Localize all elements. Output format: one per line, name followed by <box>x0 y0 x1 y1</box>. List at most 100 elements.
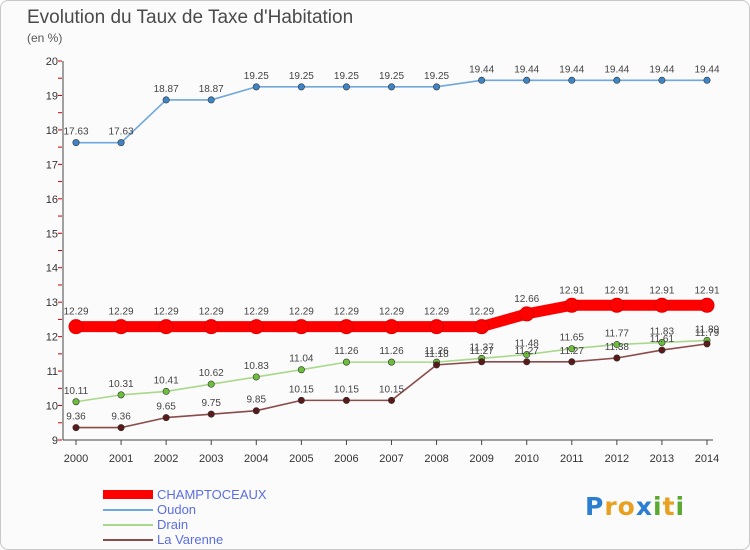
data-point-oudon <box>658 76 666 84</box>
data-label-drain: 10.62 <box>199 368 224 379</box>
data-point-oudon <box>387 83 395 91</box>
data-point-la-varenne <box>433 361 441 369</box>
data-point-champtoceaux <box>203 319 219 335</box>
proxiti-logo: Proxiti <box>585 492 686 521</box>
data-point-la-varenne <box>613 354 621 362</box>
data-point-la-varenne <box>568 358 576 366</box>
data-point-la-varenne <box>658 346 666 354</box>
y-tick-label: 18 <box>46 125 58 137</box>
data-point-champtoceaux <box>564 297 580 313</box>
data-label-la-varenne: 11.27 <box>469 346 494 357</box>
legend-item-oudon: Oudon <box>103 502 267 517</box>
data-point-champtoceaux <box>699 297 715 313</box>
y-tick-label: 20 <box>46 56 58 68</box>
x-tick-label: 2010 <box>514 453 538 465</box>
data-label-la-varenne: 11.18 <box>424 349 449 360</box>
data-label-oudon: 19.25 <box>289 71 314 82</box>
y-tick-label: 9 <box>52 435 58 447</box>
x-tick-label: 2008 <box>424 453 448 465</box>
legend-item-drain: Drain <box>103 517 267 532</box>
data-point-oudon <box>207 96 215 104</box>
data-point-drain <box>342 358 350 366</box>
data-label-champtoceaux: 12.29 <box>154 307 179 318</box>
y-tick-label: 10 <box>46 401 58 413</box>
data-label-oudon: 19.44 <box>604 64 629 75</box>
data-point-oudon <box>478 76 486 84</box>
y-tick-label: 17 <box>46 159 58 171</box>
data-point-drain <box>387 358 395 366</box>
data-label-champtoceaux: 12.29 <box>334 307 359 318</box>
data-point-champtoceaux <box>609 297 625 313</box>
data-point-oudon <box>342 83 350 91</box>
data-point-champtoceaux <box>68 319 84 335</box>
x-tick-label: 2007 <box>379 453 403 465</box>
data-label-oudon: 18.87 <box>199 84 224 95</box>
data-label-champtoceaux: 12.29 <box>199 307 224 318</box>
data-point-oudon <box>297 83 305 91</box>
data-point-drain <box>207 380 215 388</box>
data-label-la-varenne: 9.75 <box>201 398 221 409</box>
y-tick-label: 15 <box>46 228 58 240</box>
data-label-drain: 11.48 <box>515 339 540 350</box>
data-label-drain: 11.37 <box>469 342 494 353</box>
data-label-drain: 10.11 <box>64 386 89 397</box>
data-label-drain: 11.26 <box>334 346 359 357</box>
data-point-la-varenne <box>387 396 395 404</box>
data-label-la-varenne: 9.36 <box>66 412 86 423</box>
data-point-drain <box>117 391 125 399</box>
data-label-champtoceaux: 12.66 <box>514 294 539 305</box>
legend: CHAMPTOCEAUX Oudon Drain La Varenne <box>103 487 267 547</box>
data-label-champtoceaux: 12.91 <box>559 285 584 296</box>
data-label-champtoceaux: 12.91 <box>649 285 674 296</box>
data-label-champtoceaux: 12.29 <box>63 307 88 318</box>
data-label-oudon: 17.63 <box>63 127 88 138</box>
y-tick-label: 16 <box>46 194 58 206</box>
data-point-oudon <box>117 139 125 147</box>
x-tick-label: 2001 <box>109 453 133 465</box>
legend-label: Oudon <box>157 502 197 517</box>
legend-swatch <box>103 490 153 499</box>
data-point-oudon <box>72 139 80 147</box>
data-point-champtoceaux <box>338 319 354 335</box>
data-label-oudon: 18.87 <box>154 84 179 95</box>
chart-title: Evolution du Taux de Taxe d'Habitation <box>27 7 354 28</box>
legend-swatch <box>103 508 153 511</box>
data-label-la-varenne: 10.15 <box>289 384 314 395</box>
data-label-la-varenne: 10.15 <box>379 384 404 395</box>
data-point-la-varenne <box>478 358 486 366</box>
data-label-champtoceaux: 12.91 <box>694 285 719 296</box>
y-tick-label: 14 <box>46 263 58 275</box>
data-label-champtoceaux: 12.29 <box>379 307 404 318</box>
data-point-drain <box>523 351 531 359</box>
data-label-oudon: 19.25 <box>379 71 404 82</box>
data-label-drain: 11.77 <box>605 329 630 340</box>
data-label-champtoceaux: 12.29 <box>109 307 134 318</box>
y-tick-label: 11 <box>47 366 58 378</box>
data-label-la-varenne: 9.36 <box>111 412 131 423</box>
data-point-oudon <box>703 76 711 84</box>
data-point-champtoceaux <box>293 319 309 335</box>
x-tick-label: 2000 <box>64 453 88 465</box>
data-label-oudon: 17.63 <box>109 127 134 138</box>
x-tick-label: 2011 <box>560 453 584 465</box>
data-point-la-varenne <box>297 396 305 404</box>
data-point-la-varenne <box>342 396 350 404</box>
y-tick-label: 12 <box>46 332 58 344</box>
x-tick-label: 2002 <box>154 453 178 465</box>
x-tick-label: 2009 <box>469 453 493 465</box>
data-label-oudon: 19.44 <box>694 64 719 75</box>
data-point-champtoceaux <box>384 319 399 335</box>
x-tick-label: 2013 <box>650 453 674 465</box>
data-point-champtoceaux <box>654 297 670 313</box>
legend-item-champtoceaux: CHAMPTOCEAUX <box>103 487 267 502</box>
x-tick-label: 2003 <box>199 453 223 465</box>
data-point-oudon <box>252 83 260 91</box>
data-label-oudon: 19.44 <box>469 64 494 75</box>
data-label-champtoceaux: 12.29 <box>244 307 269 318</box>
data-point-champtoceaux <box>519 306 535 322</box>
data-point-la-varenne <box>252 407 260 415</box>
data-point-oudon <box>613 76 621 84</box>
x-tick-label: 2004 <box>244 453 268 465</box>
